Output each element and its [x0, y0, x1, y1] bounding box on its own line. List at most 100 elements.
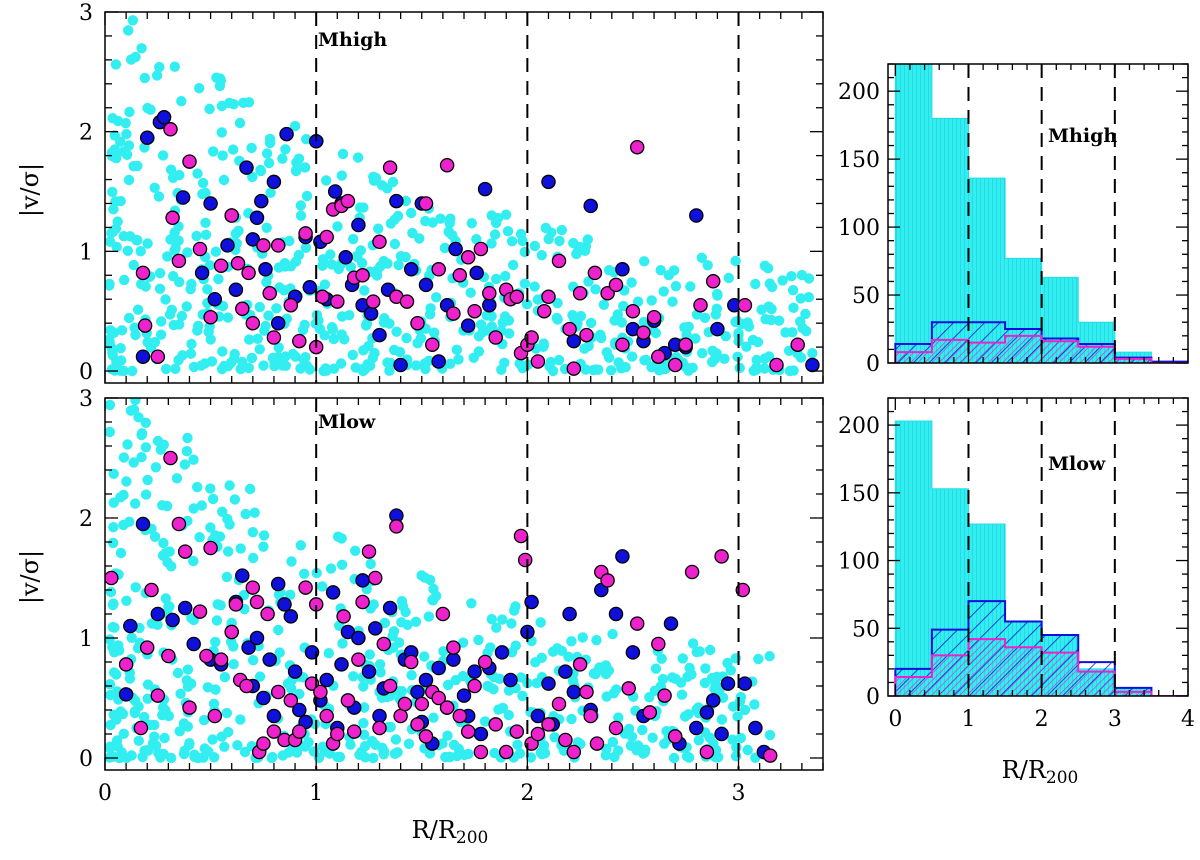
point-magenta	[330, 294, 345, 309]
point-cyan	[359, 285, 370, 296]
point-cyan	[667, 296, 678, 307]
point-cyan	[140, 417, 151, 428]
y-tick-label: 0	[866, 352, 880, 377]
point-blue	[194, 265, 210, 281]
point-cyan	[536, 250, 547, 261]
point-magenta	[213, 258, 229, 273]
point-cyan	[191, 230, 202, 242]
point-cyan	[188, 555, 199, 567]
point-cyan	[258, 530, 270, 541]
point-cyan	[723, 272, 734, 284]
point-cyan	[299, 319, 310, 331]
point-cyan	[135, 246, 146, 257]
point-cyan	[473, 346, 485, 357]
point-cyan	[219, 741, 230, 752]
point-cyan	[244, 483, 256, 495]
point-cyan	[160, 363, 172, 375]
point-cyan	[182, 247, 193, 258]
point-magenta	[262, 285, 277, 301]
point-cyan	[690, 333, 701, 344]
point-cyan	[681, 751, 693, 762]
point-cyan	[600, 750, 612, 761]
y-tick-label: 50	[852, 284, 880, 309]
point-cyan	[196, 360, 207, 371]
point-cyan	[112, 216, 123, 227]
point-cyan	[143, 745, 154, 756]
point-cyan	[471, 234, 482, 245]
point-cyan	[670, 281, 682, 292]
point-cyan	[337, 638, 348, 649]
point-cyan	[512, 739, 523, 750]
point-magenta	[762, 748, 778, 763]
point-cyan	[145, 104, 156, 115]
point-cyan	[149, 531, 161, 542]
point-cyan	[567, 675, 579, 687]
point-cyan	[556, 224, 567, 236]
point-cyan	[649, 685, 661, 696]
point-cyan	[111, 735, 123, 746]
point-magenta	[498, 744, 514, 760]
point-blue	[482, 297, 497, 313]
point-magenta	[467, 678, 482, 694]
point-cyan	[375, 667, 386, 678]
point-cyan	[535, 747, 546, 758]
y-tick-label: 2	[79, 507, 93, 532]
point-cyan	[795, 316, 806, 327]
point-cyan	[157, 702, 169, 713]
point-cyan	[613, 357, 624, 368]
point-cyan	[105, 679, 116, 690]
point-blue	[156, 110, 172, 125]
point-cyan	[258, 360, 269, 371]
point-magenta	[446, 640, 461, 655]
point-cyan	[571, 248, 582, 260]
point-cyan	[284, 235, 295, 247]
point-cyan	[129, 322, 140, 333]
point-cyan	[216, 100, 228, 112]
plot-area	[894, 64, 1188, 363]
point-cyan	[686, 669, 697, 680]
x-axis-label: R/R200	[1002, 756, 1079, 788]
point-cyan	[547, 646, 559, 657]
point-cyan	[390, 734, 402, 745]
point-cyan	[153, 747, 164, 759]
point-cyan	[108, 468, 119, 479]
point-magenta	[292, 724, 307, 739]
point-cyan	[254, 301, 265, 313]
point-cyan	[379, 617, 391, 629]
point-cyan	[442, 679, 454, 691]
point-blue	[266, 708, 282, 724]
point-blue	[327, 184, 343, 199]
point-cyan	[273, 589, 285, 600]
point-blue	[351, 217, 366, 233]
point-magenta	[600, 573, 615, 588]
point-blue	[150, 606, 166, 622]
point-cyan	[136, 452, 147, 463]
x-tick-label: 2	[520, 781, 534, 806]
point-cyan	[172, 667, 184, 679]
point-blue	[418, 277, 434, 293]
point-cyan	[158, 537, 169, 549]
point-cyan	[325, 249, 336, 260]
point-blue	[608, 606, 624, 622]
point-cyan	[142, 337, 153, 348]
point-cyan	[203, 746, 214, 757]
point-cyan	[786, 271, 797, 282]
point-cyan	[120, 2, 130, 12]
point-magenta	[199, 648, 214, 664]
point-cyan	[192, 325, 203, 336]
bar-magenta	[1005, 335, 1042, 363]
point-magenta	[340, 693, 356, 708]
outline-magenta	[894, 334, 1188, 363]
y-tick-label: 0	[79, 747, 93, 772]
point-cyan	[368, 752, 379, 764]
point-blue	[689, 208, 704, 223]
point-blue	[325, 585, 341, 600]
annotation-mhigh: Mhigh	[1048, 125, 1117, 147]
point-magenta	[629, 616, 645, 631]
point-magenta	[192, 241, 208, 257]
point-magenta	[530, 726, 546, 742]
point-magenta	[558, 732, 573, 748]
point-cyan	[369, 347, 380, 359]
point-cyan	[162, 251, 173, 262]
point-cyan	[489, 747, 500, 759]
